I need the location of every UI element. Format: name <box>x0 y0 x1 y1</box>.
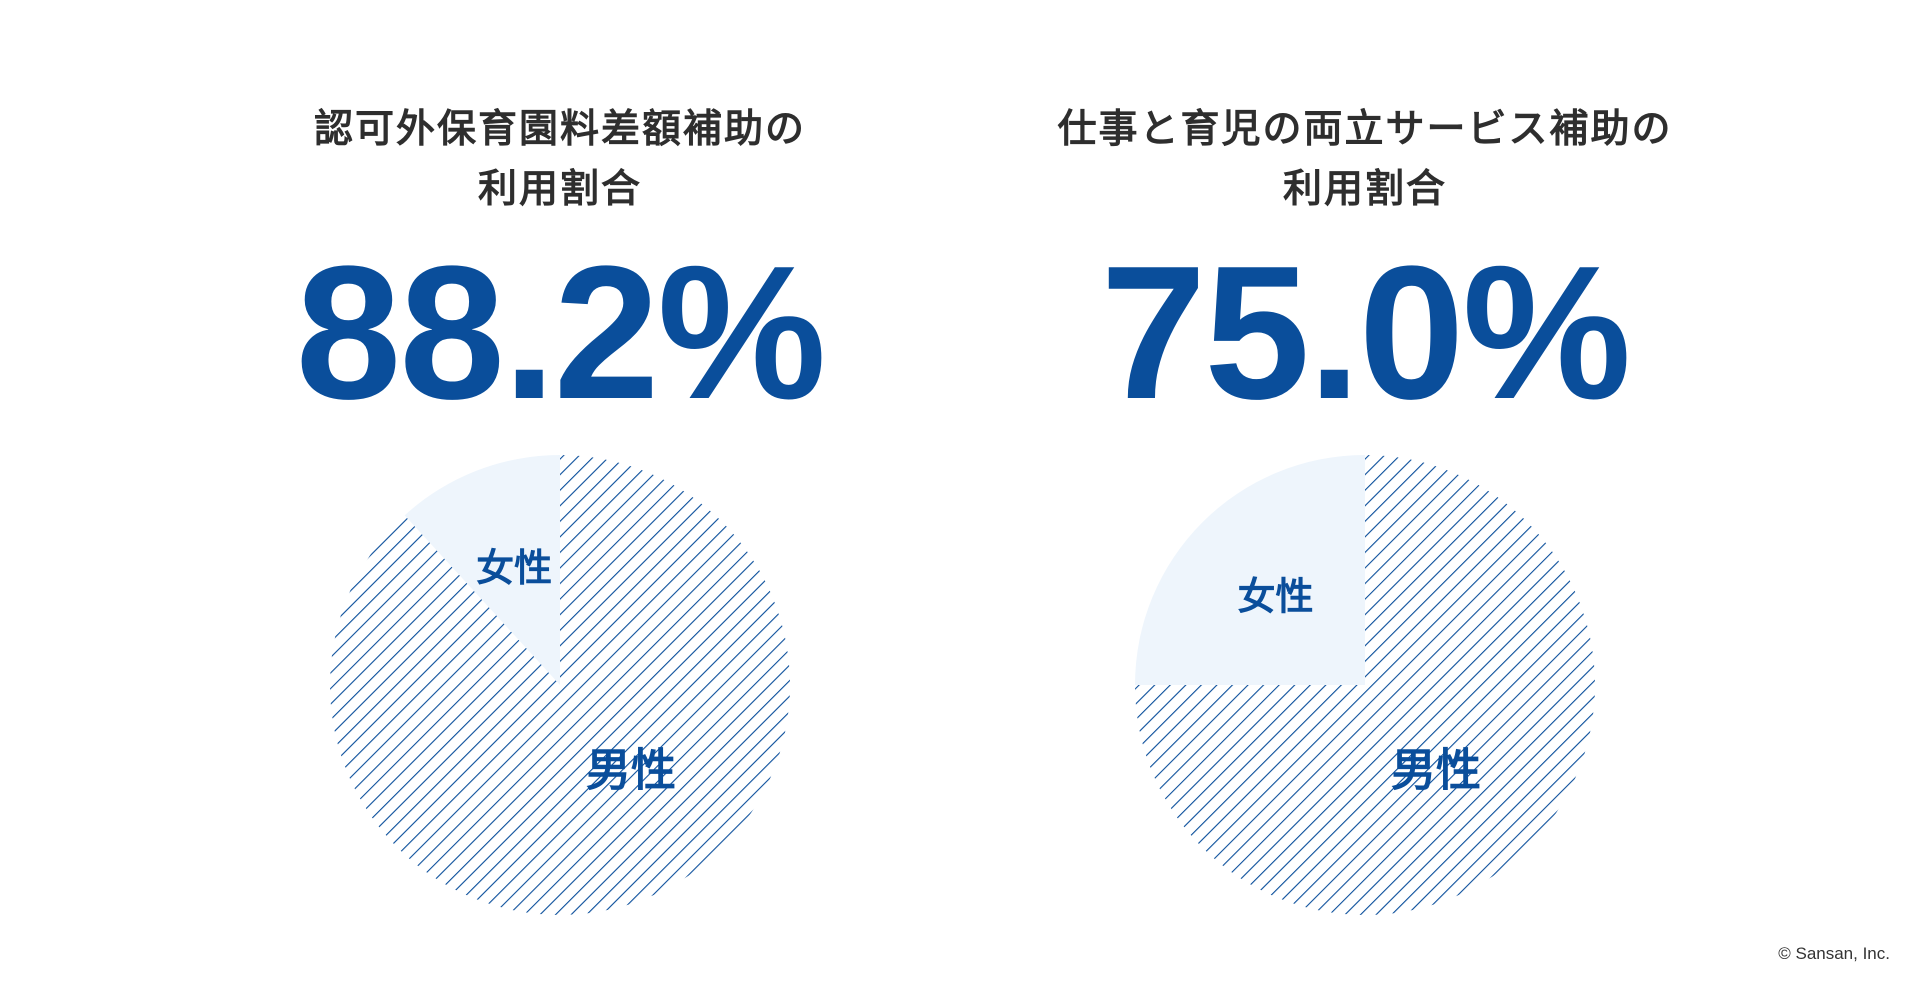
chart-title: 仕事と育児の両立サービス補助の 利用割合 <box>955 100 1775 220</box>
chart-title: 認可外保育園料差額補助の 利用割合 <box>150 100 970 220</box>
chart-title-line-1: 認可外保育園料差額補助の <box>313 107 806 152</box>
slice-label-male: 男性 <box>586 744 676 797</box>
pie-slice-female <box>404 455 560 685</box>
chart-title-line-2: 利用割合 <box>477 167 642 212</box>
chart-title-line-2: 利用割合 <box>1282 167 1447 212</box>
pie-slice-male <box>329 455 790 915</box>
slice-label-male: 男性 <box>1391 744 1481 797</box>
slice-label-female: 女性 <box>1238 575 1314 619</box>
pie-slice-female <box>1135 455 1365 685</box>
chart-panel-left: 認可外保育園料差額補助の 利用割合 88.2% 女性男性 <box>150 0 970 1000</box>
copyright-text: © Sansan, Inc. <box>1778 944 1890 963</box>
percent-value: 75.0% <box>1100 227 1632 439</box>
slice-label-female: 女性 <box>476 546 552 590</box>
chart-panel-right: 仕事と育児の両立サービス補助の 利用割合 75.0% 女性男性 <box>955 0 1775 1000</box>
percent-value: 88.2% <box>295 227 827 439</box>
chart-title-line-1: 仕事と育児の両立サービス補助の <box>1057 107 1673 152</box>
